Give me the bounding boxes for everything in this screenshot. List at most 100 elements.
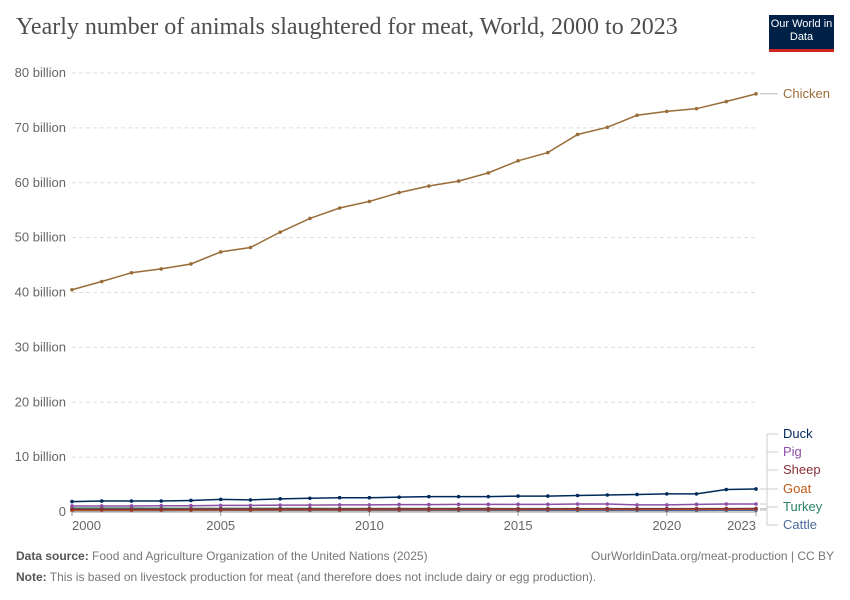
data-point-pig xyxy=(664,503,669,507)
label-connector xyxy=(760,509,778,526)
data-source: Data source: Food and Agriculture Organi… xyxy=(16,549,428,563)
data-point-duck xyxy=(397,495,401,499)
data-point-duck xyxy=(664,492,669,496)
data-point-pig xyxy=(218,503,223,508)
data-point-sheep xyxy=(456,507,461,511)
data-point-pig xyxy=(70,504,74,508)
y-tick-label: 0 xyxy=(59,504,66,519)
data-point-duck xyxy=(724,487,729,492)
data-point-pig xyxy=(486,502,491,507)
data-point-pig xyxy=(397,502,401,507)
data-point-duck xyxy=(575,493,580,498)
data-point-duck xyxy=(99,499,104,503)
series-label-pig: Pig xyxy=(783,444,802,459)
label-connector xyxy=(760,488,778,510)
x-tick-label: 2020 xyxy=(652,518,681,533)
data-point-pig xyxy=(99,504,104,508)
data-point-chicken xyxy=(456,179,461,183)
label-connector xyxy=(760,433,778,490)
data-point-duck xyxy=(694,492,699,496)
series-line-chicken xyxy=(71,93,757,291)
data-point-chicken xyxy=(635,113,639,118)
series-label-sheep: Sheep xyxy=(783,462,821,477)
data-point-duck xyxy=(635,492,639,497)
series-line-pig xyxy=(72,503,756,507)
data-point-pig xyxy=(605,502,610,506)
data-point-duck xyxy=(427,494,431,499)
data-point-sheep xyxy=(635,506,639,511)
data-point-pig xyxy=(248,503,253,508)
label-connector xyxy=(760,451,778,505)
data-point-sheep xyxy=(159,507,164,512)
data-point-chicken xyxy=(337,206,342,210)
y-tick-label: 10 billion xyxy=(15,449,66,464)
data-point-chicken xyxy=(248,245,253,250)
data-point-chicken xyxy=(486,171,491,175)
data-point-sheep xyxy=(189,507,193,511)
data-point-pig xyxy=(308,503,312,507)
data-point-duck xyxy=(337,495,342,500)
data-point-sheep xyxy=(278,507,282,511)
data-point-chicken xyxy=(724,99,729,104)
data-point-sheep xyxy=(218,507,223,511)
y-tick-label: 80 billion xyxy=(15,65,66,80)
y-tick-label: 70 billion xyxy=(15,120,66,135)
data-point-chicken xyxy=(397,190,401,195)
data-point-pig xyxy=(337,503,342,507)
data-point-sheep xyxy=(70,507,74,512)
data-point-pig xyxy=(635,503,639,507)
data-point-pig xyxy=(189,503,193,508)
data-point-chicken xyxy=(218,250,223,254)
data-point-pig xyxy=(278,503,282,507)
data-point-sheep xyxy=(754,506,758,511)
data-point-duck xyxy=(516,494,520,498)
data-point-duck xyxy=(189,498,193,503)
label-connector xyxy=(760,506,778,510)
data-point-pig xyxy=(129,504,134,508)
data-point-sheep xyxy=(129,507,134,512)
data-point-sheep xyxy=(337,507,342,511)
chart-title: Yearly number of animals slaughtered for… xyxy=(16,14,678,40)
y-tick-label: 40 billion xyxy=(15,285,66,300)
data-point-pig xyxy=(159,503,164,508)
source-url[interactable]: OurWorldinData.org/meat-production | CC … xyxy=(591,549,834,563)
series-line-duck xyxy=(71,488,757,503)
data-point-chicken xyxy=(546,150,550,155)
data-point-sheep xyxy=(546,507,550,511)
data-point-chicken xyxy=(70,287,74,292)
data-point-pig xyxy=(575,502,580,506)
note: Note: This is based on livestock product… xyxy=(16,570,596,584)
data-point-duck xyxy=(248,498,253,502)
data-point-chicken xyxy=(367,199,372,204)
data-point-chicken xyxy=(308,216,312,221)
data-point-pig xyxy=(754,502,758,506)
data-point-chicken xyxy=(664,109,669,114)
data-point-chicken xyxy=(694,106,699,111)
data-point-duck xyxy=(367,495,372,500)
data-point-chicken xyxy=(575,132,580,137)
data-point-pig xyxy=(456,502,461,507)
data-point-sheep xyxy=(575,506,580,511)
data-point-duck xyxy=(70,499,74,504)
x-tick-label: 2015 xyxy=(504,518,533,533)
series-label-cattle: Cattle xyxy=(783,517,817,532)
y-tick-label: 50 billion xyxy=(15,230,66,245)
data-point-chicken xyxy=(278,230,282,234)
data-point-duck xyxy=(546,494,550,498)
data-point-pig xyxy=(516,502,520,507)
data-point-sheep xyxy=(664,506,669,511)
data-point-duck xyxy=(605,493,610,497)
source-label: Data source: xyxy=(16,549,89,563)
data-point-chicken xyxy=(516,159,520,163)
owid-logo[interactable]: Our World in Data xyxy=(769,15,834,52)
x-tick-label: 2005 xyxy=(206,518,235,533)
data-point-sheep xyxy=(516,507,520,511)
data-point-duck xyxy=(754,487,758,491)
data-point-chicken xyxy=(159,267,164,271)
data-point-chicken xyxy=(189,262,193,266)
data-point-pig xyxy=(724,502,729,506)
data-point-duck xyxy=(278,497,282,501)
y-tick-label: 20 billion xyxy=(15,394,66,409)
data-point-sheep xyxy=(427,507,431,511)
